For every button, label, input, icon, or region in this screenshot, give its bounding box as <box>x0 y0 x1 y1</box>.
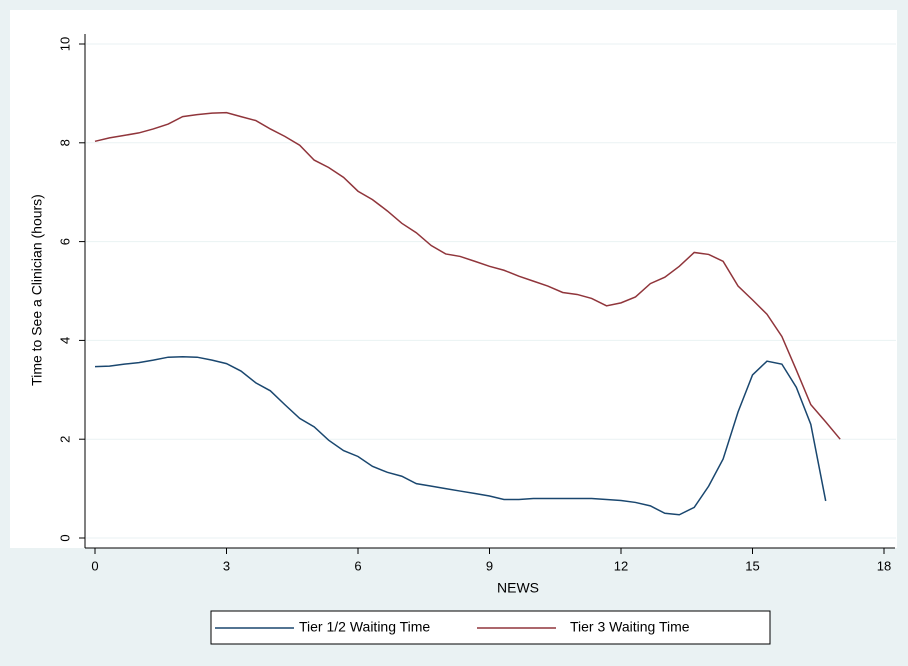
x-tick-label: 18 <box>877 558 891 573</box>
legend-label: Tier 3 Waiting Time <box>570 619 690 635</box>
y-axis-label: Time to See a Clinician (hours) <box>29 194 45 386</box>
y-tick-label: 0 <box>57 534 72 541</box>
data-line <box>94 355 827 516</box>
y-tick-label: 2 <box>57 436 72 443</box>
y-tick-label: 4 <box>57 337 72 344</box>
x-tick-label: 15 <box>745 558 759 573</box>
x-axis-label: NEWS <box>497 580 539 596</box>
x-tick-label: 0 <box>91 558 98 573</box>
plot-region <box>10 10 897 548</box>
x-tick-label: 9 <box>486 558 493 573</box>
x-tick-label: 3 <box>223 558 230 573</box>
x-tick-label: 6 <box>354 558 361 573</box>
y-tick-label: 6 <box>57 238 72 245</box>
y-tick-label: 8 <box>57 139 72 146</box>
y-tick-label: 10 <box>57 37 72 51</box>
legend-label: Tier 1/2 Waiting Time <box>299 619 430 635</box>
x-tick-label: 12 <box>614 558 628 573</box>
data-line <box>94 111 841 440</box>
